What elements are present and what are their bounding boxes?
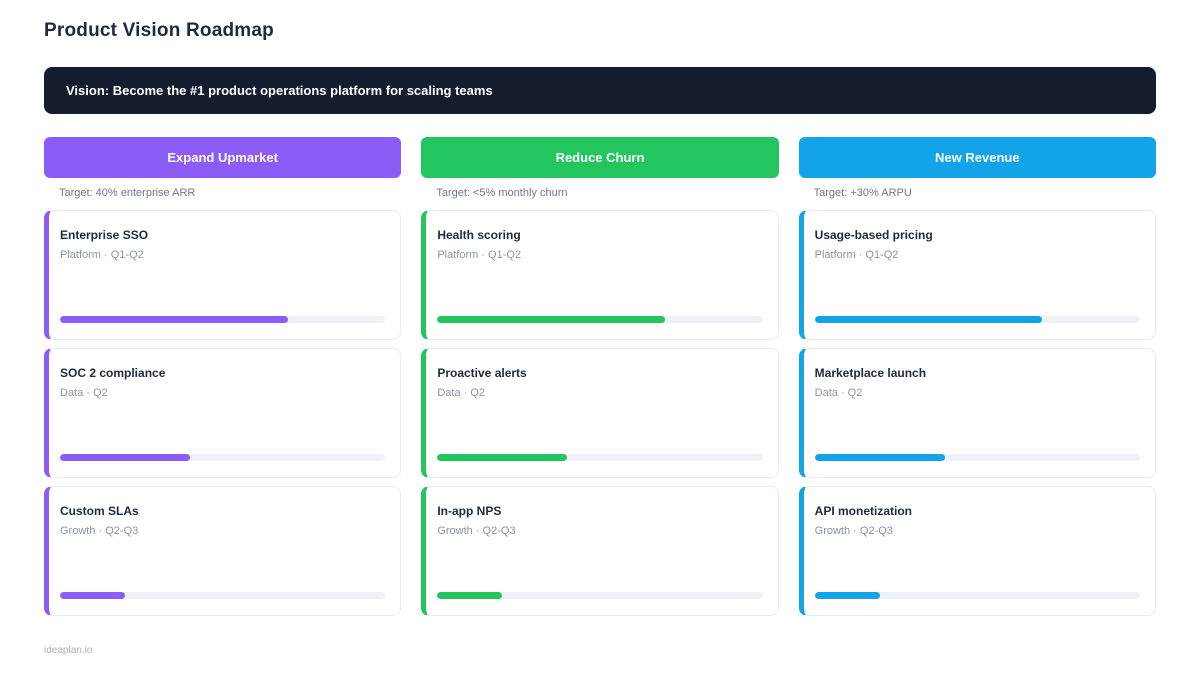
progress-track [60,316,386,323]
roadmap-columns: Expand Upmarket Target: 40% enterprise A… [44,137,1156,616]
column-header-reduce-churn[interactable]: Reduce Churn [421,137,779,178]
card-list: Health scoring Platform · Q1-Q2 Proactiv… [421,210,779,616]
vision-banner: Vision: Become the #1 product operations… [44,67,1156,114]
progress-fill [437,316,666,323]
progress-track [60,592,386,599]
watermark: ideaplan.io [44,645,93,656]
progress-fill [60,592,126,599]
progress-track [814,316,1140,323]
progress-fill [437,592,503,599]
progress-track [60,454,386,461]
roadmap-card-health-scoring[interactable]: Health scoring Platform · Q1-Q2 [421,210,779,340]
roadmap-card-custom-slas[interactable]: Custom SLAs Growth · Q2-Q3 [44,486,402,616]
progress-fill [814,316,1043,323]
column-target: Target: +30% ARPU [813,187,912,199]
card-title: Custom SLAs [60,504,139,518]
card-title: Usage-based pricing [814,228,933,242]
column-expand-upmarket: Expand Upmarket Target: 40% enterprise A… [44,137,402,616]
card-title: Health scoring [437,228,521,242]
progress-fill [814,454,945,461]
card-meta: Growth · Q2-Q3 [814,525,893,537]
progress-track [437,316,763,323]
page-title: Product Vision Roadmap [44,20,274,41]
card-meta: Platform · Q1-Q2 [437,249,522,261]
progress-track [814,454,1140,461]
roadmap-card-soc2-compliance[interactable]: SOC 2 compliance Data · Q2 [44,348,402,478]
progress-fill [60,454,191,461]
progress-track [814,592,1140,599]
column-header-new-revenue[interactable]: New Revenue [798,137,1156,178]
roadmap-page: Product Vision Roadmap Vision: Become th… [44,0,1156,656]
card-meta: Growth · Q2-Q3 [437,525,516,537]
roadmap-card-api-monetization[interactable]: API monetization Growth · Q2-Q3 [798,486,1156,616]
column-target: Target: <5% monthly churn [436,187,568,199]
card-title: API monetization [814,504,912,518]
roadmap-card-proactive-alerts[interactable]: Proactive alerts Data · Q2 [421,348,779,478]
card-meta: Data · Q2 [437,387,486,399]
card-title: Marketplace launch [814,366,927,380]
roadmap-card-marketplace-launch[interactable]: Marketplace launch Data · Q2 [798,348,1156,478]
column-header-expand-upmarket[interactable]: Expand Upmarket [44,137,402,178]
card-meta: Data · Q2 [814,387,863,399]
card-title: Proactive alerts [437,366,527,380]
column-new-revenue: New Revenue Target: +30% ARPU Usage-base… [798,137,1156,616]
card-title: In-app NPS [437,504,502,518]
roadmap-card-usage-based-pricing[interactable]: Usage-based pricing Platform · Q1-Q2 [798,210,1156,340]
column-reduce-churn: Reduce Churn Target: <5% monthly churn H… [421,137,779,616]
progress-track [437,454,763,461]
roadmap-card-in-app-nps[interactable]: In-app NPS Growth · Q2-Q3 [421,486,779,616]
card-title: SOC 2 compliance [60,366,166,380]
progress-fill [437,454,568,461]
progress-track [437,592,763,599]
vision-statement: Vision: Become the #1 product operations… [66,83,493,98]
card-meta: Data · Q2 [60,387,108,399]
card-meta: Platform · Q1-Q2 [60,249,144,261]
card-meta: Platform · Q1-Q2 [814,249,899,261]
column-target: Target: 40% enterprise ARR [59,187,196,199]
roadmap-card-enterprise-sso[interactable]: Enterprise SSO Platform · Q1-Q2 [44,210,402,340]
progress-fill [60,316,288,323]
card-list: Enterprise SSO Platform · Q1-Q2 SOC 2 co… [44,210,402,616]
card-meta: Growth · Q2-Q3 [60,525,139,537]
card-title: Enterprise SSO [60,228,149,242]
card-list: Usage-based pricing Platform · Q1-Q2 Mar… [798,210,1156,616]
progress-fill [814,592,880,599]
